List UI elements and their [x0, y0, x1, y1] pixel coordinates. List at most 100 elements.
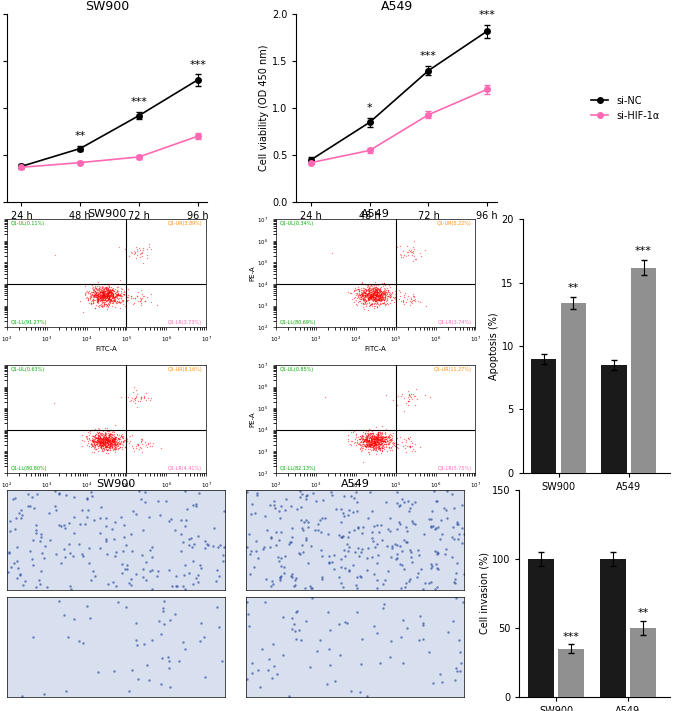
Point [96, 441, 107, 452]
Point [85, 298, 96, 309]
Point [374, 433, 385, 444]
Point [276, 526, 287, 538]
Point [81, 432, 91, 443]
Point [368, 444, 379, 455]
Point [259, 510, 270, 521]
Point [101, 289, 112, 300]
Point [103, 294, 114, 305]
Point [112, 441, 123, 452]
Point [360, 301, 371, 312]
Point [276, 570, 286, 582]
Point [104, 289, 114, 301]
Point [104, 294, 114, 305]
Point [374, 284, 385, 296]
Point [77, 638, 88, 649]
Point [357, 431, 368, 442]
Point [94, 289, 105, 300]
Point [127, 247, 137, 259]
Point [217, 555, 228, 567]
Point [369, 440, 380, 451]
Point [118, 295, 129, 306]
Point [387, 395, 398, 406]
Point [112, 289, 123, 301]
Point [88, 436, 99, 447]
Point [414, 296, 425, 307]
Point [360, 441, 371, 452]
Point [102, 439, 113, 451]
Point [358, 287, 369, 299]
Point [409, 235, 420, 247]
Point [353, 437, 364, 449]
Point [87, 278, 97, 289]
Point [368, 284, 379, 295]
Point [101, 434, 112, 446]
Point [363, 435, 374, 447]
Point [458, 569, 469, 580]
Point [401, 446, 412, 457]
Point [108, 434, 119, 445]
Point [98, 435, 109, 447]
Point [385, 434, 395, 446]
Point [275, 513, 286, 524]
Point [93, 300, 104, 311]
Point [362, 289, 372, 300]
Point [374, 434, 385, 446]
Point [108, 297, 118, 309]
Point [406, 446, 417, 457]
Point [366, 294, 377, 305]
Point [126, 545, 137, 557]
Point [93, 282, 104, 294]
Point [363, 425, 374, 437]
Point [364, 290, 375, 301]
Point [400, 536, 411, 547]
Point [102, 444, 112, 456]
Point [110, 432, 121, 444]
Point [105, 436, 116, 447]
Point [372, 437, 383, 448]
Point [97, 289, 108, 301]
Point [374, 296, 385, 307]
Point [110, 437, 121, 449]
Point [88, 289, 99, 301]
Point [366, 438, 377, 449]
Point [77, 429, 87, 440]
Point [380, 287, 391, 298]
Point [375, 436, 386, 447]
Point [385, 291, 395, 302]
Point [125, 528, 136, 540]
Point [108, 285, 119, 296]
Point [133, 443, 144, 454]
Point [379, 291, 390, 302]
Point [357, 297, 368, 309]
Point [366, 434, 377, 445]
Point [314, 514, 325, 525]
Point [109, 292, 120, 304]
Point [370, 281, 380, 292]
Point [357, 292, 368, 304]
Point [179, 569, 190, 580]
Point [102, 432, 112, 444]
Point [103, 287, 114, 299]
Point [399, 535, 410, 546]
Point [118, 520, 129, 531]
Point [144, 241, 154, 252]
Point [373, 291, 384, 302]
Point [394, 284, 405, 296]
Point [376, 292, 387, 303]
Point [105, 428, 116, 439]
Point [91, 284, 102, 296]
Point [363, 542, 374, 554]
Point [107, 288, 118, 299]
Point [355, 445, 366, 456]
Point [360, 430, 371, 442]
Point [401, 296, 412, 308]
Point [89, 431, 100, 442]
Point [109, 444, 120, 455]
Point [366, 435, 376, 447]
Point [372, 285, 383, 296]
Point [363, 442, 374, 453]
Point [34, 574, 45, 586]
Point [359, 283, 370, 294]
Point [103, 429, 114, 441]
Point [357, 543, 368, 555]
